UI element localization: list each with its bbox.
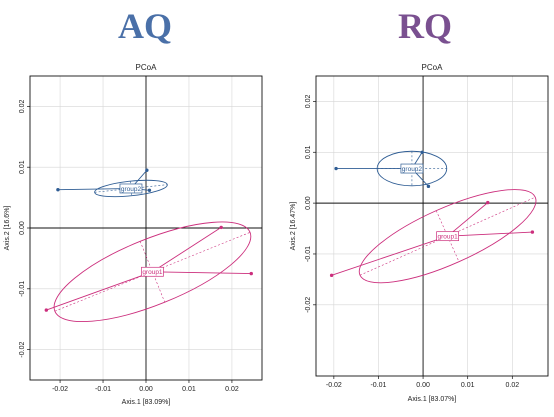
point-group2	[145, 168, 149, 172]
point-group1	[486, 200, 490, 205]
spoke-group1	[447, 231, 533, 237]
point-group1	[530, 230, 535, 234]
aq-title: AQ	[118, 6, 172, 46]
series-group1: group1	[44, 221, 253, 323]
y-axis-label: Axis.2 [16.47%]	[290, 202, 297, 251]
y-tick-label: 0.01	[305, 145, 312, 159]
ellipse-minor-axis-group1	[435, 210, 460, 262]
y-tick-label: -0.01	[19, 281, 26, 297]
series-group1: group1	[329, 189, 537, 284]
y-tick-label: 0.01	[19, 160, 26, 174]
plot-title: PCoA	[422, 63, 444, 72]
point-group2	[420, 150, 424, 154]
x-tick-label: -0.01	[370, 382, 386, 389]
spoke-group1	[447, 202, 489, 237]
x-tick-label: -0.02	[52, 386, 68, 393]
y-tick-label: 0.00	[305, 196, 312, 210]
y-tick-label: -0.02	[19, 342, 26, 358]
spoke-group2	[57, 188, 131, 191]
group-label-group2: group2	[121, 186, 142, 193]
y-axis-label: Axis.2 [16.6%]	[4, 206, 11, 251]
group-label-group1: group1	[142, 269, 163, 276]
point-group1	[249, 271, 253, 276]
plot-area	[316, 76, 548, 376]
y-tick-label: 0.02	[19, 99, 26, 113]
group-label-box-group1	[436, 231, 459, 242]
point-group1	[329, 273, 334, 278]
point-group2	[147, 188, 152, 193]
group-label-box-group2	[119, 183, 143, 194]
x-tick-label: 0.00	[139, 386, 153, 393]
spoke-group1	[331, 235, 448, 276]
point-group2	[334, 166, 338, 171]
spoke-group1	[152, 271, 252, 275]
y-tick-label: -0.02	[305, 297, 312, 313]
group-label-box-group1	[141, 266, 164, 277]
x-tick-label: 0.02	[225, 386, 239, 393]
point-group2	[426, 184, 431, 189]
y-tick-label: 0.02	[305, 95, 312, 109]
plot-frame	[315, 75, 549, 377]
y-tick-label: -0.01	[305, 246, 312, 262]
x-tick-label: 0.01	[182, 386, 196, 393]
spoke-group1	[152, 227, 222, 273]
x-axis-label: Axis.1 [83.07%]	[408, 396, 457, 403]
group-label-group2: group2	[402, 166, 423, 173]
x-tick-label: 0.01	[461, 382, 475, 389]
rq-title: RQ	[398, 6, 452, 46]
x-tick-label: -0.01	[95, 386, 111, 393]
series-group2: group2	[334, 150, 448, 189]
point-group2	[56, 187, 60, 192]
x-tick-label: 0.02	[505, 382, 519, 389]
spoke-group1	[46, 271, 153, 311]
rq-pcoa-chart: PCoA group1 group2 -0.02 -0.01 0.00 0.01 0.02 -0…	[290, 63, 549, 403]
point-group1	[44, 308, 49, 312]
group-label-group1: group1	[437, 233, 458, 240]
aq-pcoa-chart: PCoA group1 group2 -0.02 -0.01 0.00 0.01 0.02 -0…	[4, 63, 263, 406]
series-group2: group2	[56, 168, 168, 198]
plot-title: PCoA	[136, 63, 158, 72]
x-tick-label: 0.00	[416, 382, 430, 389]
point-group1	[219, 225, 223, 230]
y-tick-label: 0.00	[19, 221, 26, 235]
x-tick-label: -0.02	[326, 382, 342, 389]
group-label-box-group2	[400, 163, 424, 174]
x-axis-label: Axis.1 [83.09%]	[122, 399, 171, 406]
